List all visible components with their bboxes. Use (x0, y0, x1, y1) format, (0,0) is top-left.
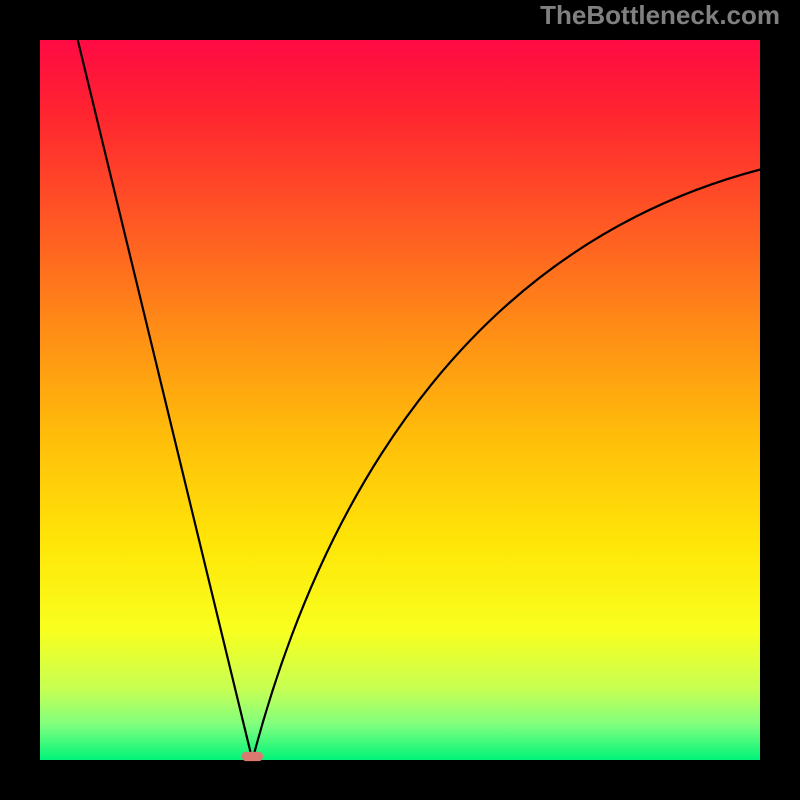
watermark-text: TheBottleneck.com (540, 0, 780, 31)
plot-background (40, 40, 760, 760)
plot-area (0, 0, 800, 800)
figure-container: TheBottleneck.com (0, 0, 800, 800)
valley-marker (242, 752, 264, 761)
